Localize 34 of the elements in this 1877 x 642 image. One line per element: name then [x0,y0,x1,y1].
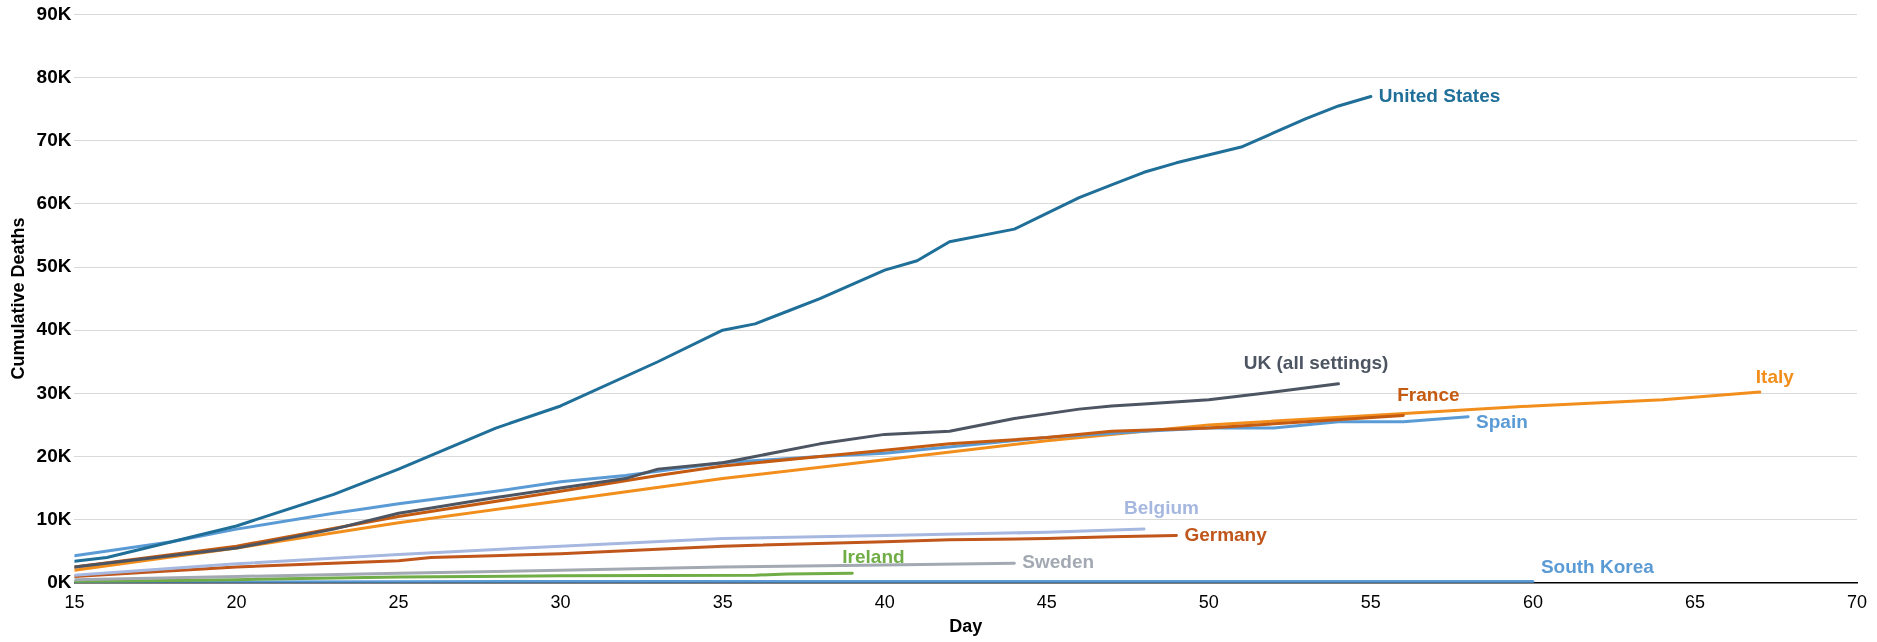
y-tick-label: 70K [36,128,72,150]
y-axis-title: Cumulative Deaths [7,217,28,380]
x-tick-label: 65 [1684,591,1705,612]
series-label: Belgium [1123,497,1199,519]
x-tick-label: 15 [64,591,85,612]
y-tick-label: 80K [36,65,72,87]
x-tick-label: 25 [388,591,409,612]
x-tick-label: 55 [1360,591,1381,612]
series-label: Ireland [842,545,905,567]
x-tick-label: 30 [550,591,571,612]
y-tick-label: 10K [36,507,72,529]
x-tick-label: 40 [874,591,895,612]
x-tick-label: 60 [1522,591,1543,612]
x-tick-label: 45 [1036,591,1057,612]
series-label: South Korea [1540,555,1655,577]
y-tick-label: 50K [36,255,72,277]
x-axis-title: Day [949,616,983,637]
y-tick-label: 40K [36,318,72,340]
y-tick-label: 90K [36,2,72,24]
series-label: Spain [1476,410,1528,432]
y-tick-label: 20K [36,444,72,466]
y-tick-label: 0K [47,571,72,593]
series-label: United States [1378,84,1501,106]
y-tick-label: 60K [36,192,72,214]
x-tick-label: 50 [1198,591,1219,612]
x-tick-label: 35 [712,591,733,612]
y-tick-label: 30K [36,381,72,403]
x-tick-label: 70 [1846,591,1868,612]
series-label: France [1397,383,1460,405]
x-tick-label: 20 [226,591,247,612]
series-label: Italy [1755,366,1795,388]
series-label: Germany [1184,523,1268,545]
series-label: UK (all settings) [1243,352,1389,374]
series-label: Sweden [1022,551,1095,573]
